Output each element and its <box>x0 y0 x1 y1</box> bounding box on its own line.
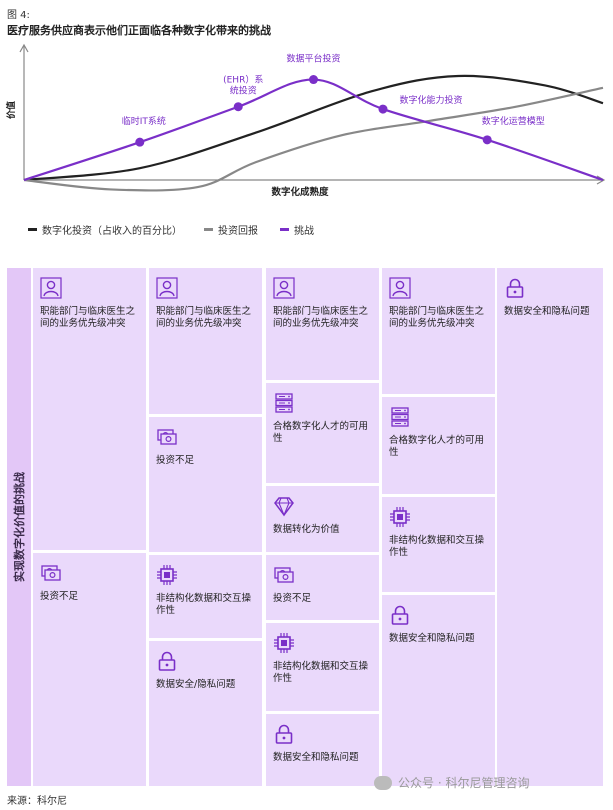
challenge-label: 数据安全和隐私问题 <box>273 752 359 763</box>
milestone-point-2 <box>309 75 318 85</box>
milestone-point-3 <box>378 104 388 114</box>
challenge-tile: 职能部门与临床医生之间的业务优先级冲突 <box>149 268 262 414</box>
challenge-label: 数据安全/隐私问题 <box>156 679 236 690</box>
server-icon <box>273 392 295 414</box>
challenge-label: 数据安全和隐私问题 <box>504 306 590 317</box>
challenge-tile: 合格数字化人才的可用性 <box>382 397 495 494</box>
milestone-label-1: (EHR）系统投资 <box>223 75 263 97</box>
legend-swatch <box>204 228 213 231</box>
challenge-tile: 数据转化为价值 <box>266 486 379 552</box>
money-icon <box>273 564 295 586</box>
side-label: 实现数字化价值的挑战 <box>13 472 26 582</box>
legend-swatch <box>28 228 37 231</box>
challenge-label: 职能部门与临床医生之间的业务优先级冲突 <box>156 306 252 329</box>
challenge-tile: 职能部门与临床医生之间的业务优先级冲突 <box>266 268 379 380</box>
side-label-panel <box>7 268 31 786</box>
challenge-label: 投资不足 <box>273 593 312 604</box>
lock-icon <box>504 277 526 299</box>
wechat-logo-icon <box>374 775 392 790</box>
lock-icon <box>273 723 295 745</box>
challenge-label: 非结构化数据和交互操作性 <box>389 535 485 558</box>
challenge-tile: 投资不足 <box>33 553 146 786</box>
challenge-label: 数据转化为价值 <box>273 524 340 535</box>
challenge-label: 职能部门与临床医生之间的业务优先级冲突 <box>389 306 485 329</box>
challenge-tile: 数据安全和隐私问题 <box>266 714 379 786</box>
legend-label: 数字化投资（占收入的百分比） <box>42 226 182 237</box>
challenge-tile: 投资不足 <box>266 555 379 620</box>
challenge-tile: 数据安全和隐私问题 <box>382 595 495 786</box>
milestone-label-2: 数据平台投资 <box>286 53 340 65</box>
server-icon <box>389 406 411 428</box>
challenge-tile: 非结构化数据和交互操作性 <box>382 497 495 592</box>
legend-item-2: 挑战 <box>280 222 314 237</box>
challenge-tile: 职能部门与临床医生之间的业务优先级冲突 <box>33 268 146 550</box>
series-line-2 <box>23 78 604 182</box>
challenge-tile: 非结构化数据和交互操作性 <box>149 555 262 638</box>
legend-label: 挑战 <box>294 226 314 237</box>
milestone-label-4: 数字化运营模型 <box>482 115 545 127</box>
challenge-label: 合格数字化人才的可用性 <box>273 421 369 444</box>
challenge-tile: 投资不足 <box>149 417 262 552</box>
series-line-0 <box>23 74 604 182</box>
figure-title: 医疗服务供应商表示他们正面临各种数字化带来的挑战 <box>7 24 271 37</box>
chip-icon <box>273 632 295 654</box>
y-axis-arrow <box>19 43 29 53</box>
series-line-1 <box>23 86 604 192</box>
person-icon <box>389 277 411 299</box>
lock-icon <box>389 604 411 626</box>
figure-label: 图 4: <box>7 10 30 21</box>
challenge-label: 职能部门与临床医生之间的业务优先级冲突 <box>273 306 369 329</box>
challenge-label: 非结构化数据和交互操作性 <box>273 661 369 684</box>
milestone-label-3: 数字化能力投资 <box>399 94 462 106</box>
diamond-icon <box>273 495 295 517</box>
challenge-tile: 非结构化数据和交互操作性 <box>266 623 379 711</box>
challenge-label: 投资不足 <box>40 591 79 602</box>
challenge-label: 非结构化数据和交互操作性 <box>156 593 252 616</box>
watermark: 公众号 · 科尔尼管理咨询 <box>374 774 529 791</box>
money-icon <box>40 562 62 584</box>
challenge-tile: 职能部门与临床医生之间的业务优先级冲突 <box>382 268 495 394</box>
challenge-label: 投资不足 <box>156 455 195 466</box>
chip-icon <box>389 506 411 528</box>
y-axis-label: 价值 <box>5 101 17 119</box>
challenge-tile: 数据安全/隐私问题 <box>149 641 262 786</box>
milestone-point-1 <box>233 102 243 112</box>
chip-icon <box>156 564 178 586</box>
challenge-tile: 合格数字化人才的可用性 <box>266 383 379 483</box>
person-icon <box>156 277 178 299</box>
challenge-label: 合格数字化人才的可用性 <box>389 435 485 458</box>
challenge-label: 数据安全和隐私问题 <box>389 633 475 644</box>
legend-label: 投资回报 <box>218 226 258 237</box>
milestone-point-4 <box>482 135 492 145</box>
challenge-tile: 数据安全和隐私问题 <box>497 268 603 786</box>
person-icon <box>40 277 62 299</box>
chart-legend: 数字化投资（占收入的百分比） 投资回报 挑战 <box>28 222 314 237</box>
money-icon <box>156 426 178 448</box>
x-axis-label: 数字化成熟度 <box>270 186 329 198</box>
person-icon <box>273 277 295 299</box>
lock-icon <box>156 650 178 672</box>
source-note: 来源：科尔尼 <box>7 796 67 807</box>
legend-swatch <box>280 228 289 231</box>
milestone-label-0: 临时IT系统 <box>122 115 166 127</box>
watermark-text: 公众号 · 科尔尼管理咨询 <box>398 776 530 790</box>
challenge-label: 职能部门与临床医生之间的业务优先级冲突 <box>40 306 136 329</box>
milestone-point-0 <box>135 137 145 147</box>
x-axis-arrow <box>596 175 606 185</box>
legend-item-1: 投资回报 <box>204 222 258 237</box>
legend-item-0: 数字化投资（占收入的百分比） <box>28 222 182 237</box>
